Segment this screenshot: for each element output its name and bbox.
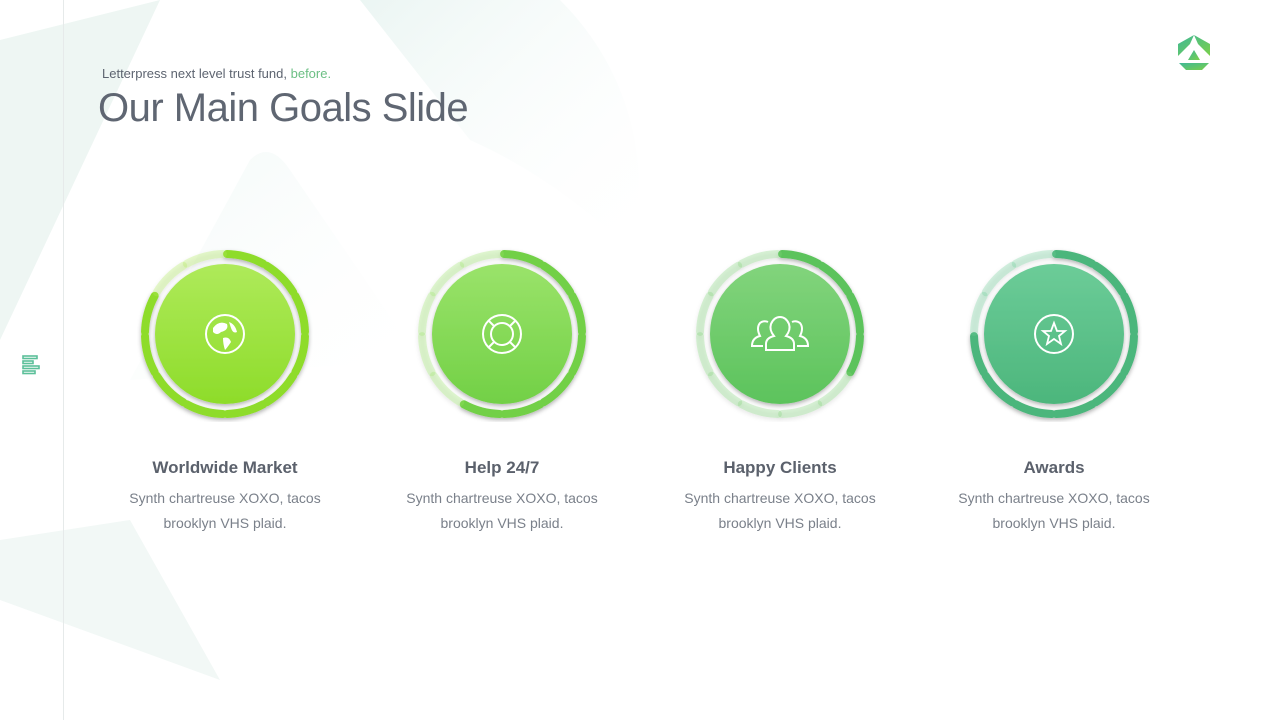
progress-segment (539, 371, 575, 407)
progress-segment (152, 261, 188, 297)
divider-line (63, 0, 64, 720)
goal-description: Synth chartreuse XOXO, tacos brooklyn VH… (129, 490, 321, 531)
progress-segment (970, 332, 988, 377)
goal-circle (984, 264, 1124, 404)
progress-segment (1011, 250, 1056, 268)
progress-segment (568, 332, 586, 377)
goal-card: Awards Synth chartreuse XOXO, tacos broo… (934, 246, 1174, 536)
progress-segment (262, 371, 298, 407)
progress-ring (696, 250, 864, 418)
progress-segment (817, 261, 853, 297)
progress-ring (418, 250, 586, 418)
users-icon (750, 315, 810, 351)
progress-segment (1052, 400, 1097, 418)
progress-ring (141, 250, 309, 418)
goal-circle (155, 264, 295, 404)
progress-segment (846, 332, 864, 377)
progress-segment (141, 332, 159, 377)
progress-segment (1052, 250, 1097, 268)
progress-segment (418, 332, 436, 377)
progress-segment (1091, 371, 1127, 407)
slide-title: Our Main Goals Slide (98, 86, 469, 130)
progress-segment (182, 250, 227, 268)
star-badge-icon (1034, 314, 1074, 354)
progress-segment (817, 371, 853, 407)
progress-segment (696, 291, 714, 336)
progress-ring (970, 250, 1138, 418)
logo-icon (1178, 35, 1210, 70)
goal-circle (432, 264, 572, 404)
goal-description: Synth chartreuse XOXO, tacos brooklyn VH… (406, 490, 598, 531)
progress-segment (539, 261, 575, 297)
goal-title: Happy Clients (723, 458, 837, 477)
goal-description: Synth chartreuse XOXO, tacos brooklyn VH… (684, 490, 876, 531)
progress-segment (291, 291, 309, 336)
goal-title: Awards (1023, 458, 1085, 477)
progress-segment (568, 291, 586, 336)
progress-segment (778, 250, 823, 268)
goal-card: Happy Clients Synth chartreuse XOXO, tac… (660, 246, 900, 536)
slide-subtitle: Letterpress next level trust fund, befor… (102, 66, 332, 81)
progress-segment (141, 291, 159, 336)
progress-segment (262, 261, 298, 297)
progress-segment (500, 250, 545, 268)
progress-segment (459, 250, 504, 268)
progress-segment (981, 371, 1017, 407)
progress-segment (182, 400, 227, 418)
progress-segment (459, 400, 504, 418)
progress-segment (778, 400, 823, 418)
progress-segment (1120, 332, 1138, 377)
goal-card: Help 24/7 Synth chartreuse XOXO, tacos b… (382, 246, 622, 536)
lifebuoy-icon (482, 314, 522, 354)
progress-segment (737, 400, 782, 418)
progress-segment (223, 400, 268, 418)
progress-segment (707, 261, 743, 297)
progress-segment (696, 332, 714, 377)
progress-segment (846, 291, 864, 336)
progress-segment (429, 371, 465, 407)
progress-segment (1120, 291, 1138, 336)
goal-title: Worldwide Market (152, 458, 298, 477)
progress-segment (291, 332, 309, 377)
progress-segment (429, 261, 465, 297)
goal-description: Synth chartreuse XOXO, tacos brooklyn VH… (958, 490, 1150, 531)
goal-circle (710, 264, 850, 404)
progress-segment (500, 400, 545, 418)
progress-segment (418, 291, 436, 336)
progress-segment (152, 371, 188, 407)
goal-title: Help 24/7 (464, 458, 540, 477)
progress-segment (1011, 400, 1056, 418)
progress-segment (707, 371, 743, 407)
progress-segment (737, 250, 782, 268)
progress-segment (970, 291, 988, 336)
goal-card: Worldwide Market Synth chartreuse XOXO, … (105, 246, 345, 536)
progress-segment (223, 250, 268, 268)
globe-icon (205, 314, 245, 354)
progress-segment (981, 261, 1017, 297)
progress-segment (1091, 261, 1127, 297)
menu-icon[interactable] (22, 355, 42, 375)
